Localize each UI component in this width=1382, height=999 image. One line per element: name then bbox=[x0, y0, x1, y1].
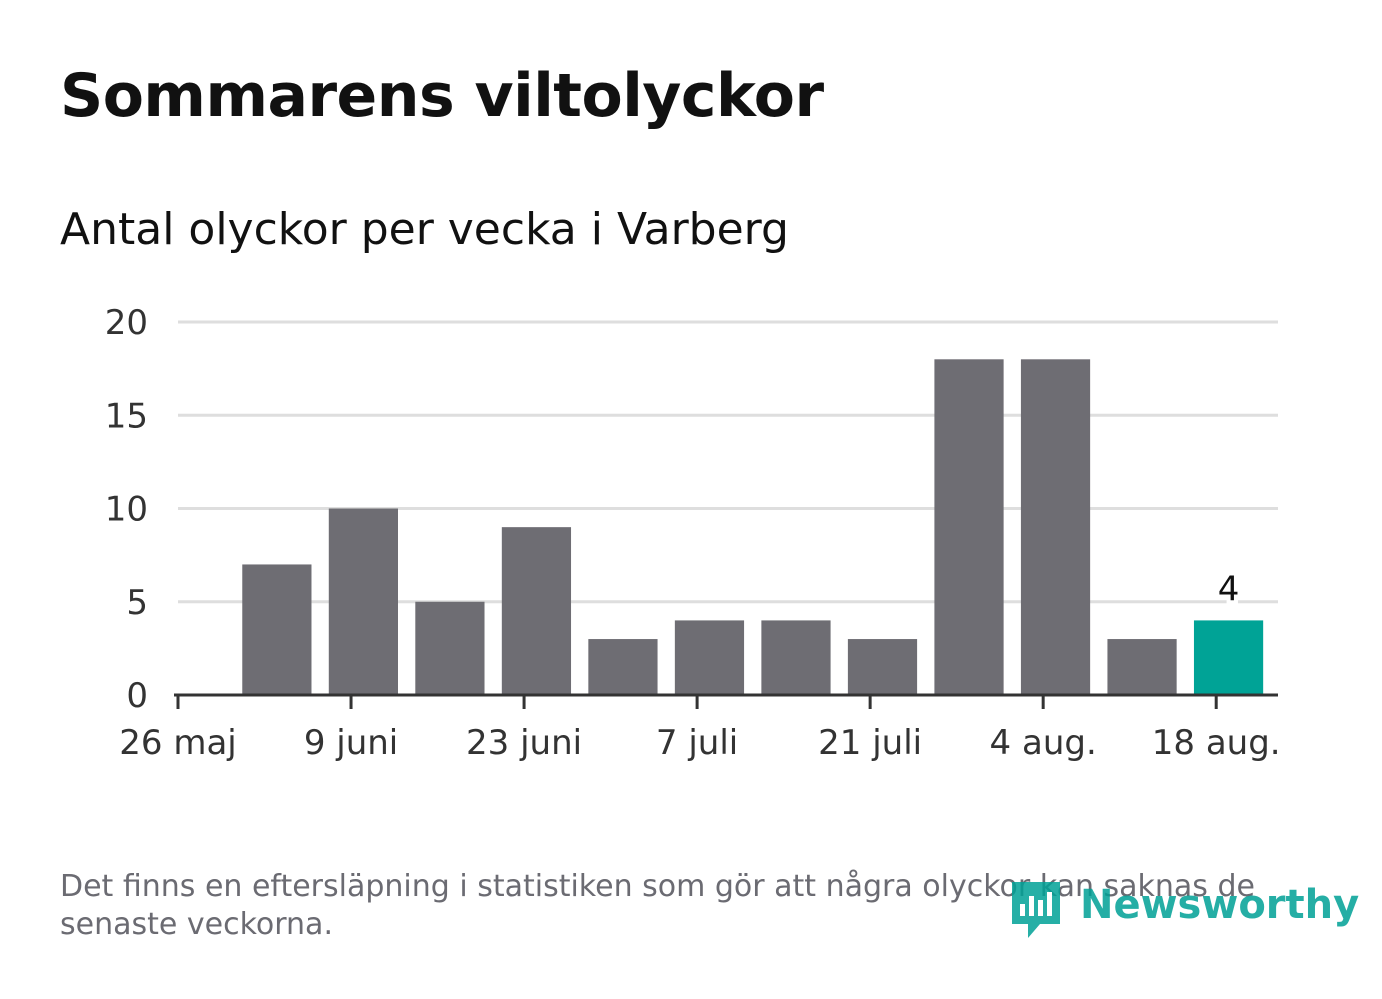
x-tick-label: 9 juni bbox=[304, 723, 398, 763]
chart-title: Sommarens viltolyckor bbox=[60, 61, 824, 131]
data-label: 4 bbox=[1218, 569, 1240, 609]
bar bbox=[674, 620, 745, 695]
bar bbox=[588, 639, 658, 695]
bar bbox=[242, 564, 312, 695]
bar bbox=[934, 359, 1004, 695]
chart-subtitle: Antal olyckor per vecka i Varberg bbox=[60, 204, 789, 255]
y-tick-label: 5 bbox=[126, 583, 148, 623]
x-tick-label: 18 aug. bbox=[1152, 723, 1281, 763]
x-tick-label: 23 juni bbox=[466, 723, 582, 763]
bar bbox=[761, 620, 831, 695]
bar bbox=[1020, 359, 1091, 695]
y-tick-label: 20 bbox=[105, 303, 148, 343]
bar bbox=[847, 639, 918, 695]
x-tick-label: 26 maj bbox=[119, 723, 236, 763]
x-tick-label: 21 juli bbox=[818, 723, 922, 763]
brand-name: Newsworthy bbox=[1080, 882, 1360, 928]
bar bbox=[1193, 620, 1264, 695]
bar bbox=[328, 508, 398, 695]
newsworthy-logo-icon bbox=[1012, 882, 1060, 938]
y-tick-label: 0 bbox=[126, 676, 148, 716]
bar bbox=[1107, 639, 1177, 695]
y-tick-label: 10 bbox=[105, 490, 148, 530]
x-tick-label: 4 aug. bbox=[990, 723, 1097, 763]
y-tick-label: 15 bbox=[105, 396, 148, 436]
bar bbox=[501, 527, 572, 695]
bar bbox=[415, 601, 485, 695]
x-tick-label: 7 juli bbox=[656, 723, 738, 763]
newsworthy-logo: Newsworthy bbox=[1010, 878, 1359, 942]
